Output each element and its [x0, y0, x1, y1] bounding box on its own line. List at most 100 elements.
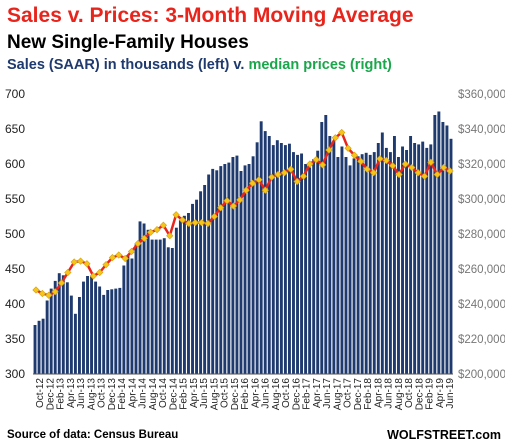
sales-bar	[388, 152, 392, 374]
price-marker	[83, 260, 91, 268]
price-marker	[153, 226, 161, 234]
price-marker	[115, 251, 123, 259]
sales-bar	[126, 255, 130, 374]
price-marker	[38, 289, 46, 298]
price-marker	[159, 221, 168, 229]
sales-bar	[401, 146, 404, 374]
price-marker	[331, 134, 339, 142]
sales-bar	[33, 325, 37, 374]
sales-bar	[368, 154, 372, 374]
x-tick-label: Aug-18	[394, 378, 405, 411]
sales-bar	[114, 288, 118, 374]
price-marker	[229, 202, 238, 210]
price-marker	[64, 268, 72, 277]
sales-bar	[207, 174, 211, 374]
left-tick-label: 400	[5, 297, 25, 311]
right-tick-label: $320,000	[458, 159, 505, 171]
price-marker	[108, 254, 117, 262]
x-axis-labels: Oct-12 Dec-12 Feb-13 Apr-13 Jun-13 Aug-13 Oct-…	[35, 378, 456, 411]
price-marker	[395, 170, 403, 179]
x-tick-label: Apr-17	[312, 378, 323, 408]
chart-title: Sales v. Prices: 3-Month Moving Average	[7, 4, 414, 27]
sales-bar	[364, 152, 368, 374]
sales-bar	[312, 159, 316, 374]
x-tick-label: Feb-18	[363, 378, 374, 410]
sales-bar	[235, 155, 239, 374]
x-tick-label: Feb-16	[240, 378, 251, 410]
sales-bar	[328, 136, 332, 374]
price-marker	[280, 169, 289, 177]
price-marker	[70, 258, 78, 266]
x-tick-label: Oct-17	[343, 378, 354, 408]
left-tick-label: 450	[5, 262, 25, 276]
price-marker	[248, 179, 257, 187]
sales-bar	[352, 158, 356, 374]
left-tick-label: 650	[5, 122, 25, 136]
sales-bar	[429, 144, 433, 374]
sales-bar	[195, 199, 199, 374]
sales-bar	[211, 168, 215, 374]
price-marker	[299, 172, 308, 180]
sales-bar	[69, 295, 73, 374]
price-marker	[408, 163, 416, 172]
sales-bar	[433, 115, 437, 374]
price-marker	[369, 169, 378, 177]
x-tick-label: Feb-13	[56, 378, 67, 410]
price-marker	[268, 173, 276, 181]
price-marker	[306, 160, 314, 168]
sales-bar	[255, 142, 259, 374]
x-tick-label: Feb-19	[425, 378, 436, 410]
x-tick-label: Dec-15	[230, 378, 241, 411]
sales-bar	[243, 165, 247, 374]
left-tick-label: 550	[5, 192, 25, 206]
sales-bar	[336, 157, 340, 374]
price-marker	[185, 219, 193, 228]
brand-watermark: WOLFSTREET.com	[387, 428, 501, 442]
sales-bar	[320, 122, 324, 374]
price-marker	[127, 247, 136, 256]
sales-bar	[360, 154, 364, 374]
sales-bar	[77, 297, 81, 374]
sales-bar	[413, 143, 417, 374]
left-tick-label: 500	[5, 227, 25, 241]
x-tick-label: Aug-16	[271, 378, 282, 411]
sales-bar	[247, 164, 251, 374]
sales-bar	[267, 136, 271, 374]
sales-bar	[263, 131, 267, 374]
sales-bar	[340, 146, 344, 374]
sales-bar	[287, 143, 291, 374]
x-tick-label: Jun-16	[261, 378, 272, 409]
chart-series-description: Sales (SAAR) in thousands (left) v. medi…	[7, 57, 392, 73]
sales-bar	[308, 167, 312, 374]
price-marker	[338, 128, 346, 137]
x-tick-label: Jun-14	[138, 378, 149, 409]
right-axis-ticks: $200,000 $220,000 $240,000 $260,000 $280,000…	[458, 89, 505, 381]
sales-bar	[53, 280, 57, 374]
sales-bar	[421, 141, 425, 374]
price-marker	[389, 162, 397, 170]
sales-bar	[441, 122, 445, 374]
price-marker	[89, 272, 97, 280]
price-marker	[312, 156, 320, 164]
price-marker	[293, 177, 301, 186]
x-tick-label: Feb-17	[302, 378, 313, 410]
left-tick-label: 300	[5, 367, 25, 381]
price-marker	[242, 186, 250, 194]
sales-bar	[166, 247, 170, 374]
sales-bar	[86, 276, 89, 374]
price-marker	[255, 176, 263, 184]
sales-bar	[178, 220, 182, 374]
right-tick-label: $280,000	[458, 229, 505, 241]
price-marker	[172, 211, 180, 219]
right-tick-label: $300,000	[458, 194, 505, 206]
sales-bar	[146, 229, 150, 374]
left-tick-label: 700	[5, 87, 25, 101]
sales-bar	[376, 143, 380, 374]
price-marker	[96, 268, 104, 277]
sales-bar	[162, 238, 166, 374]
price-marker	[344, 144, 352, 152]
sales-bar	[384, 147, 388, 374]
right-tick-label: $220,000	[458, 334, 505, 346]
price-marker	[102, 261, 110, 269]
